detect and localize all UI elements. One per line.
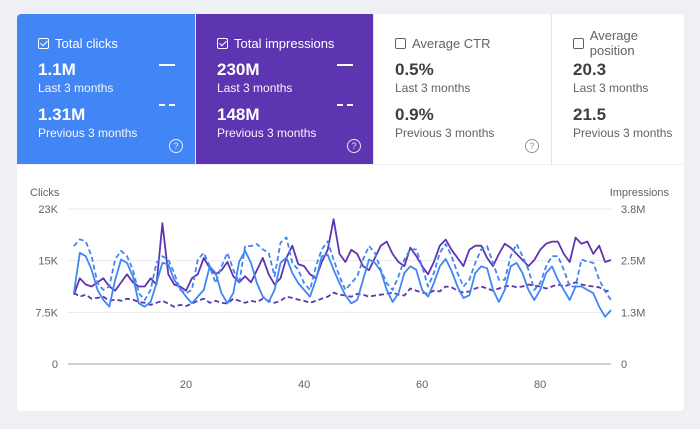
previous-value: 21.5 — [573, 105, 607, 124]
help-icon[interactable]: ? — [347, 139, 361, 153]
previous-period: Previous 3 months — [217, 126, 317, 140]
card-label: Average position — [589, 28, 638, 58]
current-period: Last 3 months — [395, 81, 471, 95]
left-tick-label: 0 — [52, 359, 58, 371]
previous-value: 0.9% — [395, 105, 434, 124]
previous-period: Previous 3 months — [38, 126, 138, 140]
current-value: 20.3 — [573, 60, 607, 79]
previous-period: Previous 3 months — [573, 126, 673, 140]
x-tick-label: 60 — [416, 379, 428, 391]
performance-chart-panel: Clicks Impressions 0 0 7.5K 1.3M 15K 2.5M 23K 3… — [17, 165, 684, 411]
right-tick-label: 0 — [621, 359, 627, 371]
current-value: 1.1M — [38, 60, 76, 79]
checkbox-unchecked-icon[interactable] — [573, 37, 584, 49]
left-tick-label: 23K — [38, 204, 58, 216]
previous-value: 148M — [217, 105, 260, 124]
checkbox-checked-icon[interactable] — [217, 37, 228, 49]
total-clicks-card[interactable]: Total clicks 1.1M Last 3 months 1.31M Pr… — [17, 14, 195, 164]
current-value: 0.5% — [395, 60, 434, 79]
left-tick-label: 15K — [38, 256, 58, 268]
left-tick-label: 7.5K — [35, 307, 58, 319]
performance-chart: Clicks Impressions 0 0 7.5K 1.3M 15K 2.5M 23K 3… — [30, 187, 670, 391]
total-impressions-card[interactable]: Total impressions 230M Last 3 months 148… — [195, 14, 373, 164]
x-tick-label: 80 — [534, 379, 546, 391]
left-axis-label: Clicks — [30, 187, 60, 199]
checkbox-checked-icon[interactable] — [38, 37, 49, 49]
current-period: Last 3 months — [38, 81, 114, 95]
previous-period: Previous 3 months — [395, 126, 495, 140]
current-period: Last 3 months — [217, 81, 293, 95]
right-tick-label: 1.3M — [621, 307, 645, 319]
dashed-line-legend-icon — [159, 104, 175, 106]
dashed-line-legend-icon — [337, 104, 353, 106]
help-icon[interactable]: ? — [525, 139, 539, 153]
current-value: 230M — [217, 60, 260, 79]
average-ctr-card[interactable]: Average CTR 0.5% Last 3 months 0.9% Prev… — [373, 14, 551, 164]
x-tick-label: 40 — [298, 379, 310, 391]
right-axis-label: Impressions — [610, 187, 670, 199]
right-tick-label: 2.5M — [621, 256, 645, 268]
card-label: Total impressions — [234, 35, 335, 51]
current-period: Last 3 months — [573, 81, 649, 95]
average-position-card[interactable]: Average position 20.3 Last 3 months 21.5… — [551, 14, 684, 164]
solid-line-legend-icon — [337, 64, 353, 66]
metric-cards: Total clicks 1.1M Last 3 months 1.31M Pr… — [17, 14, 684, 164]
series-line-0 — [73, 218, 612, 296]
help-icon[interactable]: ? — [169, 139, 183, 153]
checkbox-unchecked-icon[interactable] — [395, 37, 406, 49]
series-line-2 — [73, 249, 612, 318]
solid-line-legend-icon — [159, 64, 175, 66]
right-tick-label: 3.8M — [621, 204, 645, 216]
series-line-3 — [73, 236, 612, 301]
card-label: Average CTR — [412, 35, 491, 51]
series-line-1 — [73, 281, 612, 308]
card-label: Total clicks — [55, 35, 118, 51]
previous-value: 1.31M — [38, 105, 86, 124]
x-tick-label: 20 — [180, 379, 192, 391]
